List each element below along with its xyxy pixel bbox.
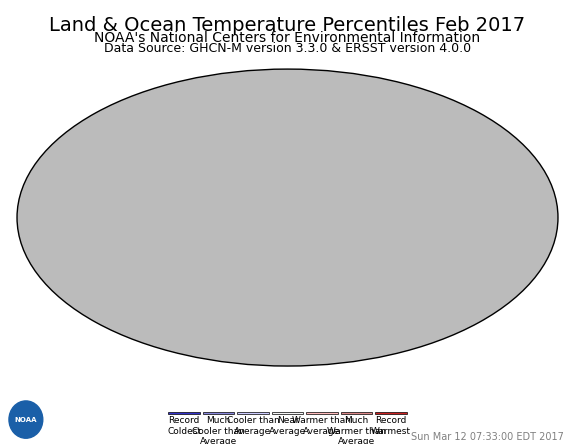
FancyBboxPatch shape bbox=[340, 412, 373, 414]
Text: Sun Mar 12 07:33:00 EDT 2017: Sun Mar 12 07:33:00 EDT 2017 bbox=[411, 432, 564, 442]
FancyBboxPatch shape bbox=[203, 412, 235, 414]
FancyBboxPatch shape bbox=[375, 412, 407, 414]
FancyBboxPatch shape bbox=[237, 412, 269, 414]
Text: Cooler than
Average: Cooler than Average bbox=[227, 416, 279, 436]
Text: Land & Ocean Temperature Percentiles Feb 2017: Land & Ocean Temperature Percentiles Feb… bbox=[49, 16, 526, 35]
FancyBboxPatch shape bbox=[168, 412, 200, 414]
Text: NOAA's National Centers for Environmental Information: NOAA's National Centers for Environmenta… bbox=[94, 31, 481, 45]
Text: Much
Cooler than
Average: Much Cooler than Average bbox=[192, 416, 245, 444]
Text: Near
Average: Near Average bbox=[269, 416, 306, 436]
Text: NOAA: NOAA bbox=[14, 416, 37, 423]
Ellipse shape bbox=[17, 69, 558, 366]
Text: Warmer than
Average: Warmer than Average bbox=[293, 416, 351, 436]
Circle shape bbox=[9, 401, 43, 438]
Text: Much
Warmer than
Average: Much Warmer than Average bbox=[327, 416, 386, 444]
FancyBboxPatch shape bbox=[306, 412, 338, 414]
Text: Data Source: GHCN-M version 3.3.0 & ERSST version 4.0.0: Data Source: GHCN-M version 3.3.0 & ERSS… bbox=[104, 42, 471, 55]
Text: Record
Warmest: Record Warmest bbox=[371, 416, 411, 436]
Text: Record
Coldest: Record Coldest bbox=[167, 416, 201, 436]
FancyBboxPatch shape bbox=[272, 412, 304, 414]
